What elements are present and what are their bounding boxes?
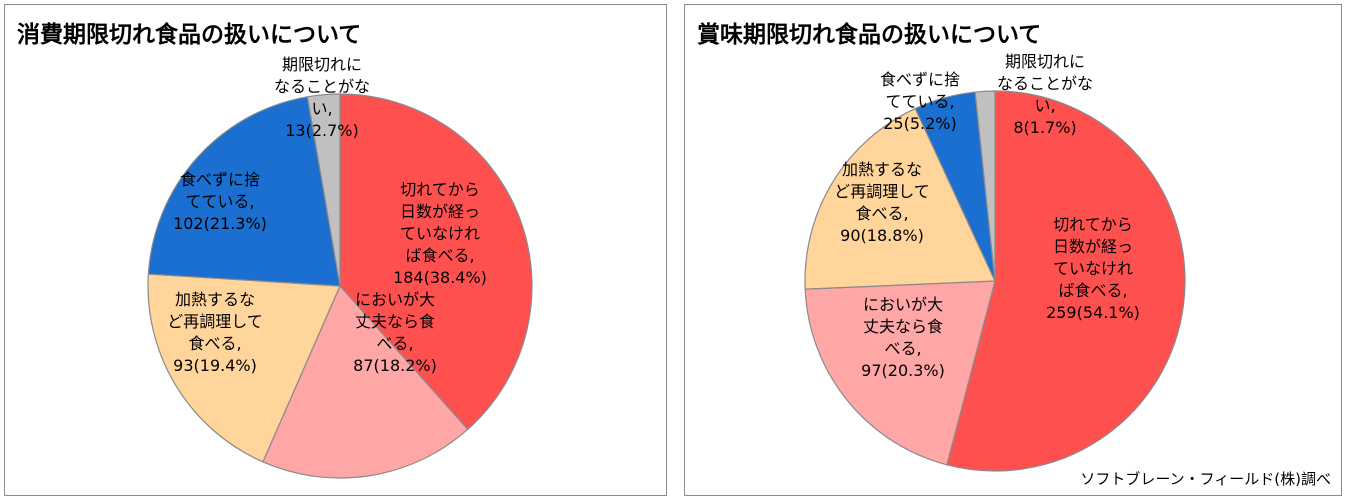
pie-slice-1 <box>946 90 1186 472</box>
slice-label-1: 切れてから日数が経っていなければ食べる, 184(38.4%) <box>393 180 487 287</box>
slice-label-3: 加熱するなど再調理して食べる, 90(18.8%) <box>834 160 930 245</box>
pie-slice-3 <box>804 107 996 290</box>
slice-label-5: 期限切れになることがない, 8(1.7%) <box>997 52 1093 137</box>
pie-slice-1 <box>339 93 533 431</box>
pie-chart-consumption: 切れてから日数が経っていなければ食べる, 184(38.4%)においが大丈夫なら食… <box>147 55 533 479</box>
slice-label-1: 切れてから日数が経っていなければ食べる, 259(54.1%) <box>1046 215 1140 322</box>
pie-slice-4 <box>147 96 341 287</box>
chart-panel-consumption: 消費期限切れ食品の扱いについて 切れてから日数が経っていなければ食べる, 184(… <box>4 4 667 496</box>
slice-label-4: 食べずに捨てている, 25(5.2%) <box>880 70 960 133</box>
slice-label-3: 加熱するなど再調理して食べる, 93(19.4%) <box>167 290 263 375</box>
pie-slice-2 <box>262 284 469 479</box>
pie-chart-best-before: 切れてから日数が経っていなければ食べる, 259(54.1%) においが大丈夫なら食… <box>804 52 1186 472</box>
slice-label-4: 食べずに捨てている, 102(21.3%) <box>173 170 267 233</box>
pie-slice-5 <box>306 93 341 287</box>
slice-label-2: においが大丈夫なら食べる, 97(20.3%) <box>861 295 945 380</box>
source-credit: ソフトブレーン・フィールド(株)調べ <box>1080 470 1331 488</box>
slice-label-2: においが大丈夫なら食べる, 87(18.2%) <box>353 290 437 375</box>
pie-slice-2 <box>804 280 996 466</box>
chart-title: 消費期限切れ食品の扱いについて <box>17 22 362 48</box>
chart-title: 賞味期限切れ食品の扱いについて <box>697 22 1042 48</box>
chart-panel-best-before: 賞味期限切れ食品の扱いについて 切れてから日数が経っていなければ食べる, 259(… <box>684 4 1342 496</box>
slice-label-5: 期限切れになることがない, 13(2.7%) <box>274 55 370 140</box>
pie-slice-3 <box>147 273 341 463</box>
pie-slice-5 <box>974 90 996 282</box>
